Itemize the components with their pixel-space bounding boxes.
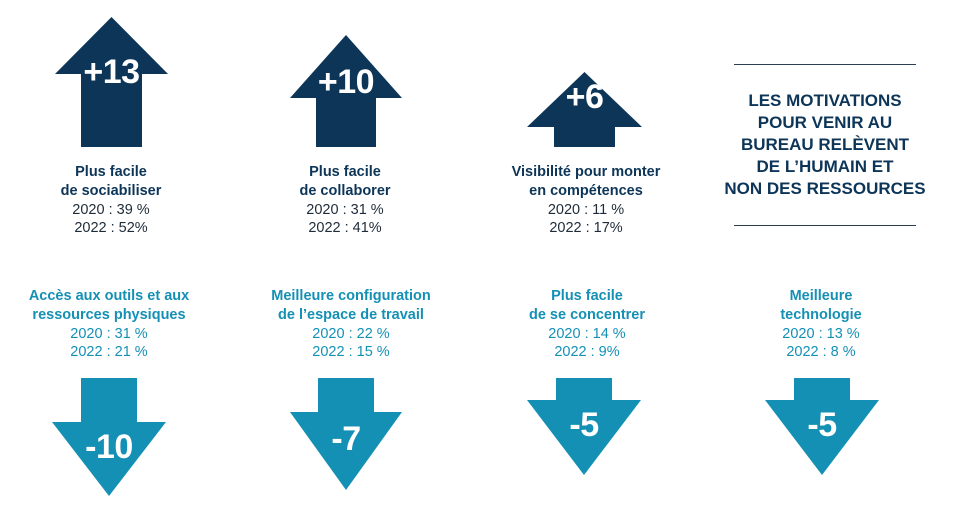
stat-2022: 2022 : 9% (554, 344, 620, 360)
motivation-label: Accès aux outils et aux (28, 288, 190, 304)
headline-box: LES MOTIVATIONS POUR VENIR AU BUREAU REL… (706, 64, 944, 226)
up-arrow-icon: +10 (290, 35, 402, 147)
motivation-card: Meilleure configuration de l’espace de t… (236, 287, 466, 361)
headline-line: POUR VENIR AU (757, 113, 893, 132)
motivation-label: Plus facile (309, 164, 381, 180)
motivation-label: Visibilité pour monter (511, 164, 661, 180)
stat-2020: 2020 : 22 % (312, 326, 390, 342)
stat-2022: 2022 : 15 % (312, 344, 390, 360)
motivation-label: Meilleure (789, 288, 853, 304)
change-value: -5 (807, 406, 837, 444)
headline-line: BUREAU RELÈVENT (740, 135, 910, 154)
headline-text: LES MOTIVATIONS POUR VENIR AU BUREAU REL… (706, 90, 944, 200)
motivation-label: technologie (780, 307, 862, 323)
down-arrow-icon: -7 (290, 378, 402, 490)
up-arrow-icon: +6 (527, 72, 642, 147)
motivation-card: Visibilité pour monter en compétences 20… (466, 163, 706, 237)
stat-2022: 2022 : 21 % (70, 344, 148, 360)
motivation-label: de collaborer (299, 183, 391, 199)
stat-2020: 2020 : 31 % (70, 326, 148, 342)
change-value: +10 (317, 63, 375, 101)
stat-2020: 2020 : 31 % (306, 202, 384, 218)
top-divider (734, 64, 916, 65)
motivation-label: Meilleure configuration (271, 288, 431, 304)
change-value: +13 (83, 53, 140, 91)
motivation-label: en compétences (529, 183, 643, 199)
motivation-label: de sociabiliser (60, 183, 162, 199)
change-value: -7 (331, 420, 361, 458)
down-arrow-icon: -5 (527, 378, 641, 475)
motivation-card: Plus facile de sociabiliser 2020 : 39 % … (2, 163, 220, 237)
stat-2022: 2022 : 52% (74, 220, 148, 236)
stat-2022: 2022 : 17% (549, 220, 623, 236)
bottom-divider (734, 225, 916, 226)
motivation-label: Plus facile (551, 288, 623, 304)
up-arrow-icon: +13 (55, 17, 168, 147)
motivation-card: Meilleure technologie 2020 : 13 % 2022 :… (712, 287, 930, 361)
headline-line: DE L’HUMAIN ET (756, 157, 894, 176)
down-arrow-icon: -5 (765, 378, 879, 475)
stat-2020: 2020 : 39 % (72, 202, 150, 218)
motivation-label: de l’espace de travail (278, 307, 424, 323)
down-arrow-icon: -10 (52, 378, 166, 496)
headline-line: NON DES RESSOURCES (724, 179, 926, 198)
stat-2022: 2022 : 8 % (786, 344, 856, 360)
motivation-label: Plus facile (75, 164, 147, 180)
change-value: -10 (85, 428, 133, 466)
motivation-label: de se concentrer (528, 307, 646, 323)
change-value: +6 (565, 78, 604, 116)
stat-2020: 2020 : 14 % (548, 326, 626, 342)
motivation-label: ressources physiques (32, 307, 186, 323)
stat-2020: 2020 : 13 % (782, 326, 860, 342)
stat-2022: 2022 : 41% (308, 220, 382, 236)
change-value: -5 (569, 406, 599, 444)
motivation-card: Plus facile de collaborer 2020 : 31 % 20… (236, 163, 454, 237)
motivation-card: Plus facile de se concentrer 2020 : 14 %… (478, 287, 696, 361)
headline-line: LES MOTIVATIONS (748, 91, 902, 110)
motivation-card: Accès aux outils et aux ressources physi… (0, 287, 218, 361)
stat-2020: 2020 : 11 % (547, 202, 625, 218)
